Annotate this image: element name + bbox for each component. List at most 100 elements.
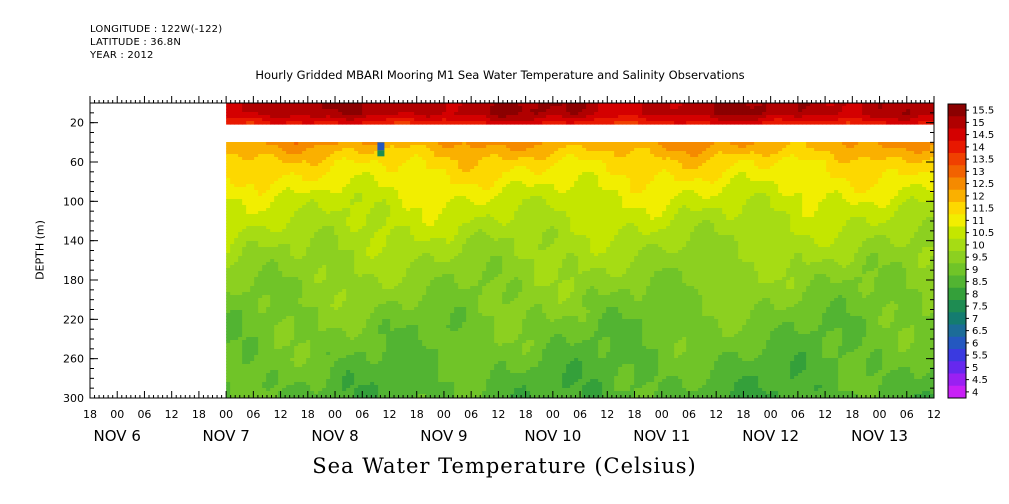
field-cell [514,121,519,125]
field-cell [942,115,947,119]
field-cell [966,142,971,146]
field-cell [994,154,999,158]
field-cell [990,166,995,170]
field-cell [470,121,475,125]
field-cell [966,163,971,167]
field-cell [542,121,547,125]
field-cell [986,148,991,152]
field-cell [1002,103,1007,107]
field-cell [966,175,971,179]
field-cell [678,121,683,125]
field-cell [602,121,607,125]
field-cell [966,169,971,173]
field-cell [494,121,499,125]
field-cell [558,121,563,125]
field-cell [998,112,1003,116]
field-cell [994,148,999,152]
field-cell [774,121,779,125]
field-cell [994,187,999,191]
field-cell [334,121,339,125]
field-cell [998,118,1003,122]
field-cell [990,142,995,146]
field-cell [966,172,971,176]
field-cell [938,184,943,188]
field-cell [998,184,1003,188]
field-cell [942,103,947,107]
field-cell [618,121,623,125]
field-cell [1002,106,1007,110]
field-cell [938,103,943,107]
field-cell [938,109,943,113]
field-cell [610,121,615,125]
field-cell [938,112,943,116]
field-cell [938,106,943,110]
field-cell [934,166,939,170]
field-cell [942,109,947,113]
field-cell [942,166,947,170]
field-cell [986,169,991,173]
field-cell [330,121,335,125]
field-cell [702,121,707,125]
field-cell [938,115,943,119]
field-cell [690,121,695,125]
field-cell [986,175,991,179]
field-cell [374,121,379,125]
field-cell [262,121,267,125]
field-cell [834,121,839,125]
field-cell [942,187,947,191]
field-cell [994,157,999,161]
field-cell [998,163,1003,167]
field-cell [714,121,719,125]
field-cell [670,121,675,125]
field-cell [934,184,939,188]
field-cell [842,121,847,125]
field-cell [346,121,351,125]
field-cell [938,163,943,167]
field-cell [338,121,343,125]
field-cell [874,121,879,125]
field-cell [366,121,371,125]
field-cell [990,172,995,176]
field-cell [938,190,943,194]
field-cell [898,121,903,125]
field-cell [1002,166,1007,170]
field-cell [446,121,451,125]
field-cell [1002,112,1007,116]
field-cell [342,121,347,125]
field-cell [966,190,971,194]
field-cell [998,157,1003,161]
field-cell [942,160,947,164]
field-cell [934,190,939,194]
field-cell [506,121,511,125]
field-cell [706,121,711,125]
field-cell [582,121,587,125]
field-cell [990,145,995,149]
field-cell [998,121,1003,125]
field-cell [370,121,375,125]
field-cell [938,160,943,164]
field-cell [934,112,939,116]
field-cell [998,115,1003,119]
field-cell [882,121,887,125]
field-cell [1002,163,1007,167]
field-cell [998,109,1003,113]
field-cell [1002,148,1007,152]
field-cell [230,121,235,125]
field-cell [738,121,743,125]
field-cell [554,121,559,125]
field-cell [1002,172,1007,176]
field-cell [294,121,299,125]
temperature-field [226,103,1009,401]
field-cell [746,121,751,125]
field-cell [942,151,947,155]
field-cell [798,121,803,125]
field-cell [766,121,771,125]
field-cell [994,109,999,113]
field-cell [966,103,971,107]
field-cell [1002,109,1007,113]
field-cell [938,142,943,146]
field-cell [998,142,1003,146]
field-cell [530,121,535,125]
field-cell [322,121,327,125]
